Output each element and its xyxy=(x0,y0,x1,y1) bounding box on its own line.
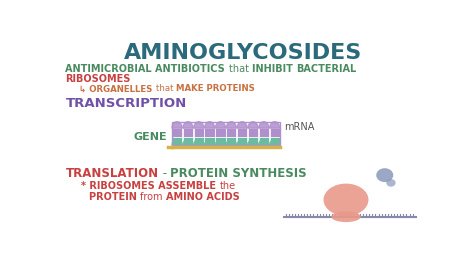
Text: MAKE PROTEINS: MAKE PROTEINS xyxy=(176,84,255,93)
Text: the: the xyxy=(219,181,236,190)
Text: TRANSCRIPTION: TRANSCRIPTION xyxy=(65,97,187,110)
Ellipse shape xyxy=(331,211,361,222)
Polygon shape xyxy=(270,139,280,145)
Bar xyxy=(172,128,182,137)
Text: from: from xyxy=(140,192,165,202)
Polygon shape xyxy=(172,139,182,145)
Text: AMINOGLYCOSIDES: AMINOGLYCOSIDES xyxy=(124,43,362,63)
Bar xyxy=(259,128,269,137)
Polygon shape xyxy=(183,122,193,128)
Text: ↳ ORGANELLES: ↳ ORGANELLES xyxy=(80,84,156,93)
Polygon shape xyxy=(237,139,247,145)
Bar xyxy=(183,137,193,145)
Bar xyxy=(215,137,226,145)
Polygon shape xyxy=(172,122,182,128)
Bar xyxy=(204,137,215,145)
Polygon shape xyxy=(215,122,226,128)
Polygon shape xyxy=(205,139,215,145)
Text: GENE: GENE xyxy=(133,132,167,142)
Text: INHIBIT: INHIBIT xyxy=(252,64,296,74)
Polygon shape xyxy=(270,122,280,128)
Polygon shape xyxy=(194,139,204,145)
Ellipse shape xyxy=(324,184,368,216)
Polygon shape xyxy=(205,122,215,128)
Text: AMINO ACIDS: AMINO ACIDS xyxy=(165,192,239,202)
Polygon shape xyxy=(215,139,226,145)
Bar xyxy=(194,128,204,137)
Text: TRANSLATION: TRANSLATION xyxy=(65,167,159,180)
Bar xyxy=(259,137,269,145)
Text: PROTEIN SYNTHESIS: PROTEIN SYNTHESIS xyxy=(171,167,307,180)
Polygon shape xyxy=(248,122,258,128)
Text: -: - xyxy=(159,167,171,180)
Bar xyxy=(194,137,204,145)
Bar xyxy=(183,128,193,137)
Polygon shape xyxy=(183,139,193,145)
Ellipse shape xyxy=(376,168,393,182)
Polygon shape xyxy=(237,122,247,128)
Text: PROTEIN: PROTEIN xyxy=(89,192,140,202)
Bar xyxy=(226,137,237,145)
Text: * RIBOSOMES ASSEMBLE: * RIBOSOMES ASSEMBLE xyxy=(81,181,219,190)
Bar xyxy=(248,137,258,145)
Bar xyxy=(204,128,215,137)
Bar xyxy=(270,128,280,137)
Polygon shape xyxy=(248,139,258,145)
Text: BACTERIAL: BACTERIAL xyxy=(296,64,356,74)
Bar xyxy=(237,137,247,145)
Polygon shape xyxy=(259,139,269,145)
Polygon shape xyxy=(226,139,237,145)
Ellipse shape xyxy=(386,179,396,187)
Text: RIBOSOMES: RIBOSOMES xyxy=(65,73,131,84)
Bar xyxy=(270,137,280,145)
Polygon shape xyxy=(226,122,237,128)
Bar xyxy=(172,137,182,145)
Bar xyxy=(172,122,280,145)
Text: that: that xyxy=(156,84,176,93)
Bar xyxy=(237,128,247,137)
Bar xyxy=(226,128,237,137)
Polygon shape xyxy=(259,122,269,128)
Polygon shape xyxy=(194,122,204,128)
Bar xyxy=(215,128,226,137)
Text: ANTIMICROBIAL ANTIBIOTICS: ANTIMICROBIAL ANTIBIOTICS xyxy=(65,64,228,74)
Text: that: that xyxy=(228,64,252,74)
Text: mRNA: mRNA xyxy=(284,122,314,132)
Bar xyxy=(248,128,258,137)
